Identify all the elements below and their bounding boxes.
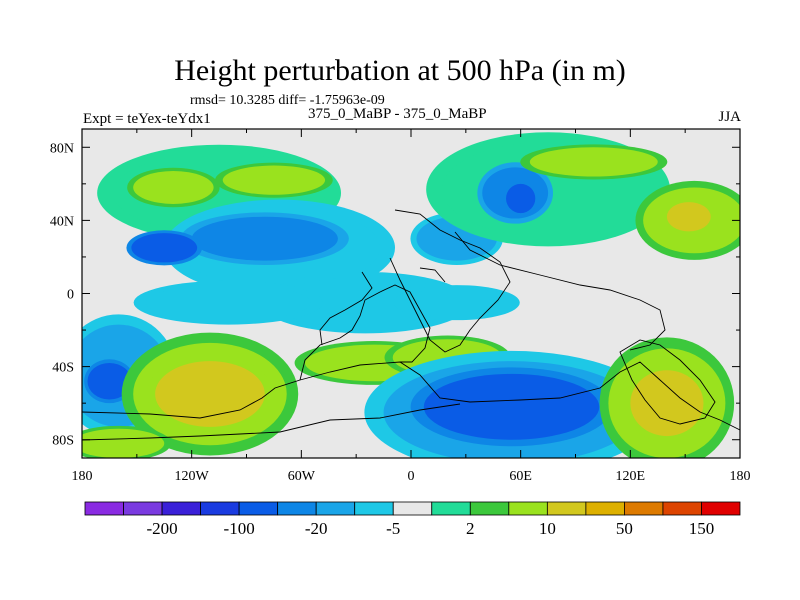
- y-tick-label: 0: [67, 288, 74, 303]
- colorbar-label: -200: [146, 519, 177, 538]
- x-tick-label: 60W: [288, 469, 316, 484]
- field-contour-inner: [87, 362, 132, 400]
- field-blob: [215, 162, 333, 198]
- field-contour-inner: [630, 370, 704, 437]
- coastline-layer: [82, 209, 740, 441]
- coastline-australia: [619, 339, 716, 425]
- experiment-label: Expt = teYex-teYdx1: [83, 111, 211, 127]
- colorbar-label: -5: [386, 519, 400, 538]
- colorbar-swatch: [585, 501, 625, 516]
- coastline-africa: [389, 209, 511, 353]
- colorbar-label: 150: [689, 519, 715, 538]
- field-layer: [82, 132, 740, 458]
- coastline-south-america: [299, 284, 431, 381]
- field-blob: [146, 354, 274, 434]
- colorbar-swatch: [508, 501, 548, 516]
- field-contour-inner: [155, 361, 265, 427]
- field-contour-inner: [82, 428, 165, 458]
- colorbar-swatch: [315, 501, 356, 516]
- colorbar-swatch: [161, 501, 201, 516]
- colorbar-swatch: [469, 501, 510, 516]
- x-tick-label: 180: [72, 469, 93, 484]
- colorbar-swatch: [392, 501, 433, 516]
- axis-ticks: 180 120W 60W 0 60E 120E 180 80N 40N 0 40S 80S: [50, 129, 751, 484]
- colorbar-label: 50: [616, 519, 633, 538]
- colorbar-swatch: [238, 501, 279, 516]
- field-blob: [663, 199, 715, 235]
- stats-label: rmsd= 10.3285 diff= -1.75963e-09: [190, 93, 385, 108]
- field-contour-inner: [133, 171, 214, 204]
- colorbar-swatch: [354, 501, 394, 516]
- field-contour-inner: [401, 288, 512, 318]
- x-tick-label: 60E: [509, 469, 532, 484]
- y-tick-label: 80N: [50, 141, 74, 156]
- field-blob: [520, 144, 668, 180]
- y-tick-label: 40N: [50, 214, 74, 229]
- coastline-antarctica: [82, 361, 740, 441]
- coastline-asia: [454, 231, 666, 351]
- colorbar-swatch: [624, 501, 664, 516]
- colorbar-swatch: [200, 501, 240, 516]
- colorbar-swatch: [701, 501, 741, 516]
- y-tick-label: 40S: [52, 361, 74, 376]
- field-contour-inner: [273, 277, 457, 329]
- field-contour-inner: [423, 373, 600, 440]
- chart-title: Height perturbation at 500 hPa (in m): [174, 54, 626, 87]
- colorbar-swatch: [277, 501, 317, 516]
- colorbar-swatch: [431, 501, 471, 516]
- field-blob: [180, 212, 349, 265]
- x-tick-label: 180: [730, 469, 751, 484]
- field-blob: [127, 167, 220, 208]
- field-blob: [624, 363, 709, 443]
- field-contour-inner: [529, 147, 658, 177]
- colorbar-swatch: [84, 501, 124, 516]
- field-contour-inner: [666, 202, 711, 232]
- field-blob: [260, 271, 471, 334]
- field-blob: [82, 425, 172, 458]
- coastline-north-america: [319, 267, 446, 346]
- x-tick-label: 120E: [616, 469, 646, 484]
- field-contour-inner: [191, 216, 338, 261]
- colorbar-label: -100: [224, 519, 255, 538]
- season-label: JJA: [718, 109, 741, 125]
- plot-area: [82, 129, 740, 458]
- center-label: 375_0_MaBP - 375_0_MaBP: [308, 106, 487, 122]
- colorbar-swatch: [662, 501, 702, 516]
- colorbar-swatch: [546, 501, 587, 516]
- field-contour-inner: [145, 284, 311, 321]
- field-blob: [126, 230, 203, 266]
- field-blob: [133, 280, 323, 325]
- x-tick-label: 120W: [175, 469, 210, 484]
- colorbar: -200 -100 -20 -5 2 10 50 150: [84, 501, 741, 538]
- field-blob: [503, 180, 538, 217]
- x-tick-label: 0: [408, 469, 415, 484]
- field-contour-inner: [506, 183, 536, 214]
- field-contour-inner: [222, 165, 326, 195]
- y-tick-label: 80S: [52, 434, 74, 449]
- colorbar-label: 10: [539, 519, 556, 538]
- colorbar-swatch: [123, 501, 163, 516]
- field-contour-inner: [131, 233, 198, 263]
- colorbar-label: 2: [466, 519, 475, 538]
- field-blob: [393, 285, 520, 321]
- colorbar-label: -20: [305, 519, 328, 538]
- field-blob: [410, 367, 613, 447]
